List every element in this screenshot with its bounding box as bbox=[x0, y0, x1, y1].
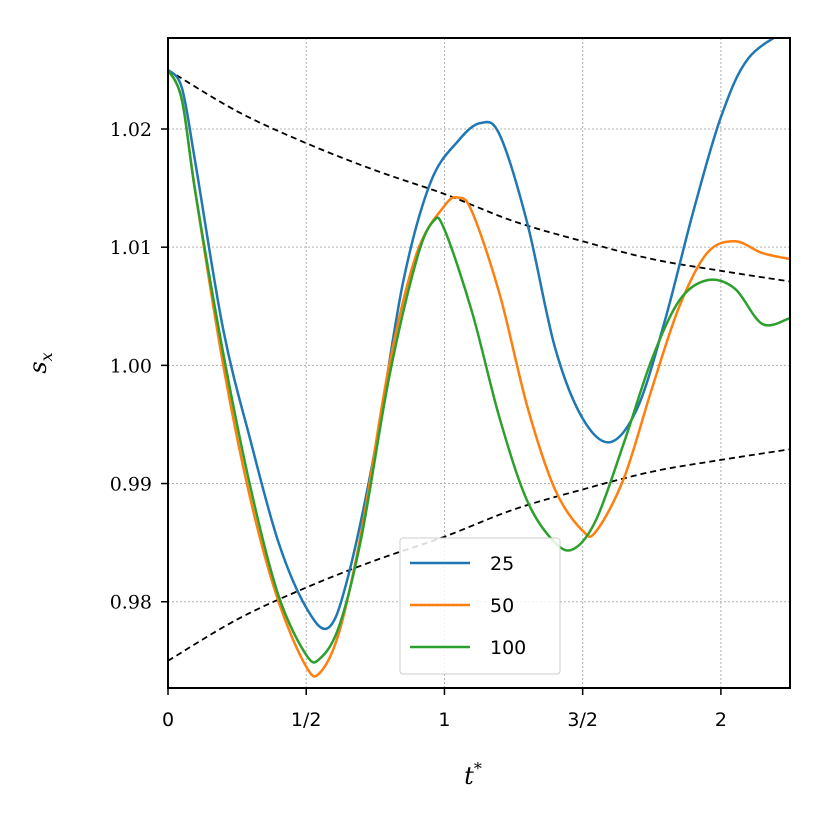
x-tick-label-4: 2 bbox=[715, 709, 727, 731]
x-tick-label-3: 3/2 bbox=[567, 709, 598, 731]
y-tick-label-2: 1.00 bbox=[110, 355, 152, 377]
y-axis-title: sx bbox=[24, 352, 56, 373]
plot-area bbox=[168, 38, 790, 678]
y-tick-label-3: 1.01 bbox=[110, 237, 152, 259]
legend-label-25: 25 bbox=[490, 553, 514, 575]
legend-box bbox=[399, 537, 561, 675]
x-axis-title-main: t bbox=[464, 762, 474, 790]
legend-label-100: 100 bbox=[490, 637, 526, 659]
x-tick-label-2: 1 bbox=[438, 709, 450, 731]
legend: 25 50 100 bbox=[399, 537, 561, 675]
x-axis-title-sup: * bbox=[474, 759, 482, 778]
y-tick-label-1: 0.99 bbox=[110, 474, 152, 496]
series-line-100 bbox=[168, 69, 790, 664]
series-line-50 bbox=[168, 69, 790, 678]
y-axis-title-main: s bbox=[24, 361, 52, 373]
axes-frame bbox=[167, 37, 791, 689]
y-tick-label-0: 0.98 bbox=[110, 592, 152, 614]
envelope-line-lower bbox=[168, 448, 790, 662]
series-line-25 bbox=[168, 38, 777, 631]
y-axis-title-sub: x bbox=[37, 352, 56, 361]
x-tick-label-1: 1/2 bbox=[291, 709, 322, 731]
x-axis-title: t* bbox=[464, 759, 482, 790]
axes: 0 1/2 1 3/2 2 0.98 0.99 1.00 1.01 1.02 bbox=[110, 37, 791, 731]
x-tick-label-0: 0 bbox=[162, 709, 174, 731]
y-tick-label-4: 1.02 bbox=[110, 119, 152, 141]
legend-label-50: 50 bbox=[490, 595, 514, 617]
envelope-line-upper bbox=[168, 69, 790, 283]
